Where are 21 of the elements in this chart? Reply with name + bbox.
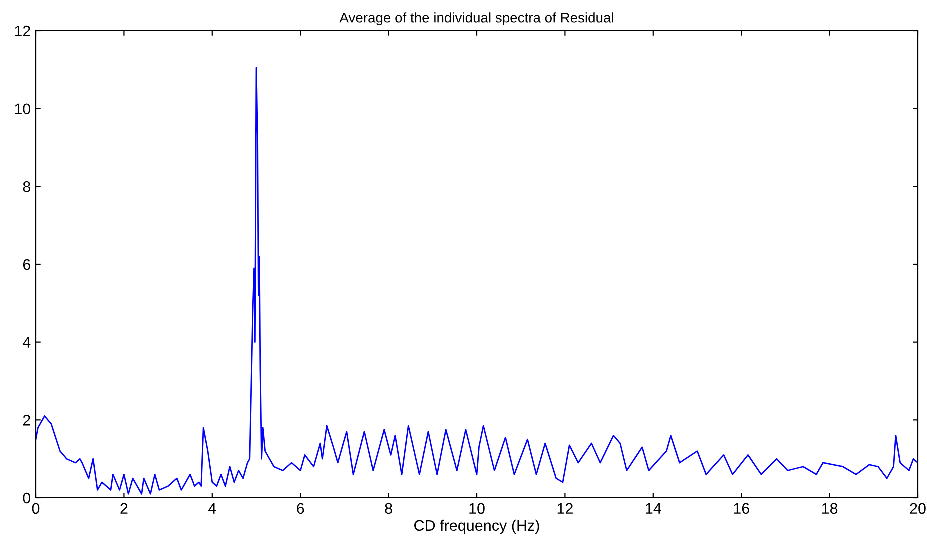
- y-tick-label: 6: [23, 259, 30, 270]
- x-tick-label: 6: [297, 503, 304, 514]
- line-series: [36, 67, 918, 495]
- y-tick-label: 8: [23, 182, 30, 192]
- y-tick-label: 12: [15, 26, 30, 37]
- x-tick-label: 10: [470, 503, 485, 514]
- x-tick-label: 20: [910, 503, 926, 514]
- y-tick-label: 10: [15, 104, 31, 115]
- x-tick-label: 2: [120, 503, 128, 514]
- y-tick-label: 2: [23, 415, 30, 426]
- x-tick-label: 18: [822, 503, 838, 514]
- chart-title: Average of the individual spectra of Residual: [340, 12, 614, 26]
- y-tick-label: 4: [22, 337, 31, 348]
- x-tick-label: 0: [32, 503, 40, 514]
- x-tick-label: 14: [646, 503, 662, 514]
- x-tick-label: 4: [208, 503, 216, 514]
- x-tick-label: 8: [385, 503, 392, 514]
- y-tick-label: 0: [23, 492, 31, 504]
- x-axis-title: CD frequency (Hz): [414, 520, 540, 534]
- x-tick-label: 16: [734, 503, 750, 514]
- x-tick-label: 12: [558, 503, 573, 514]
